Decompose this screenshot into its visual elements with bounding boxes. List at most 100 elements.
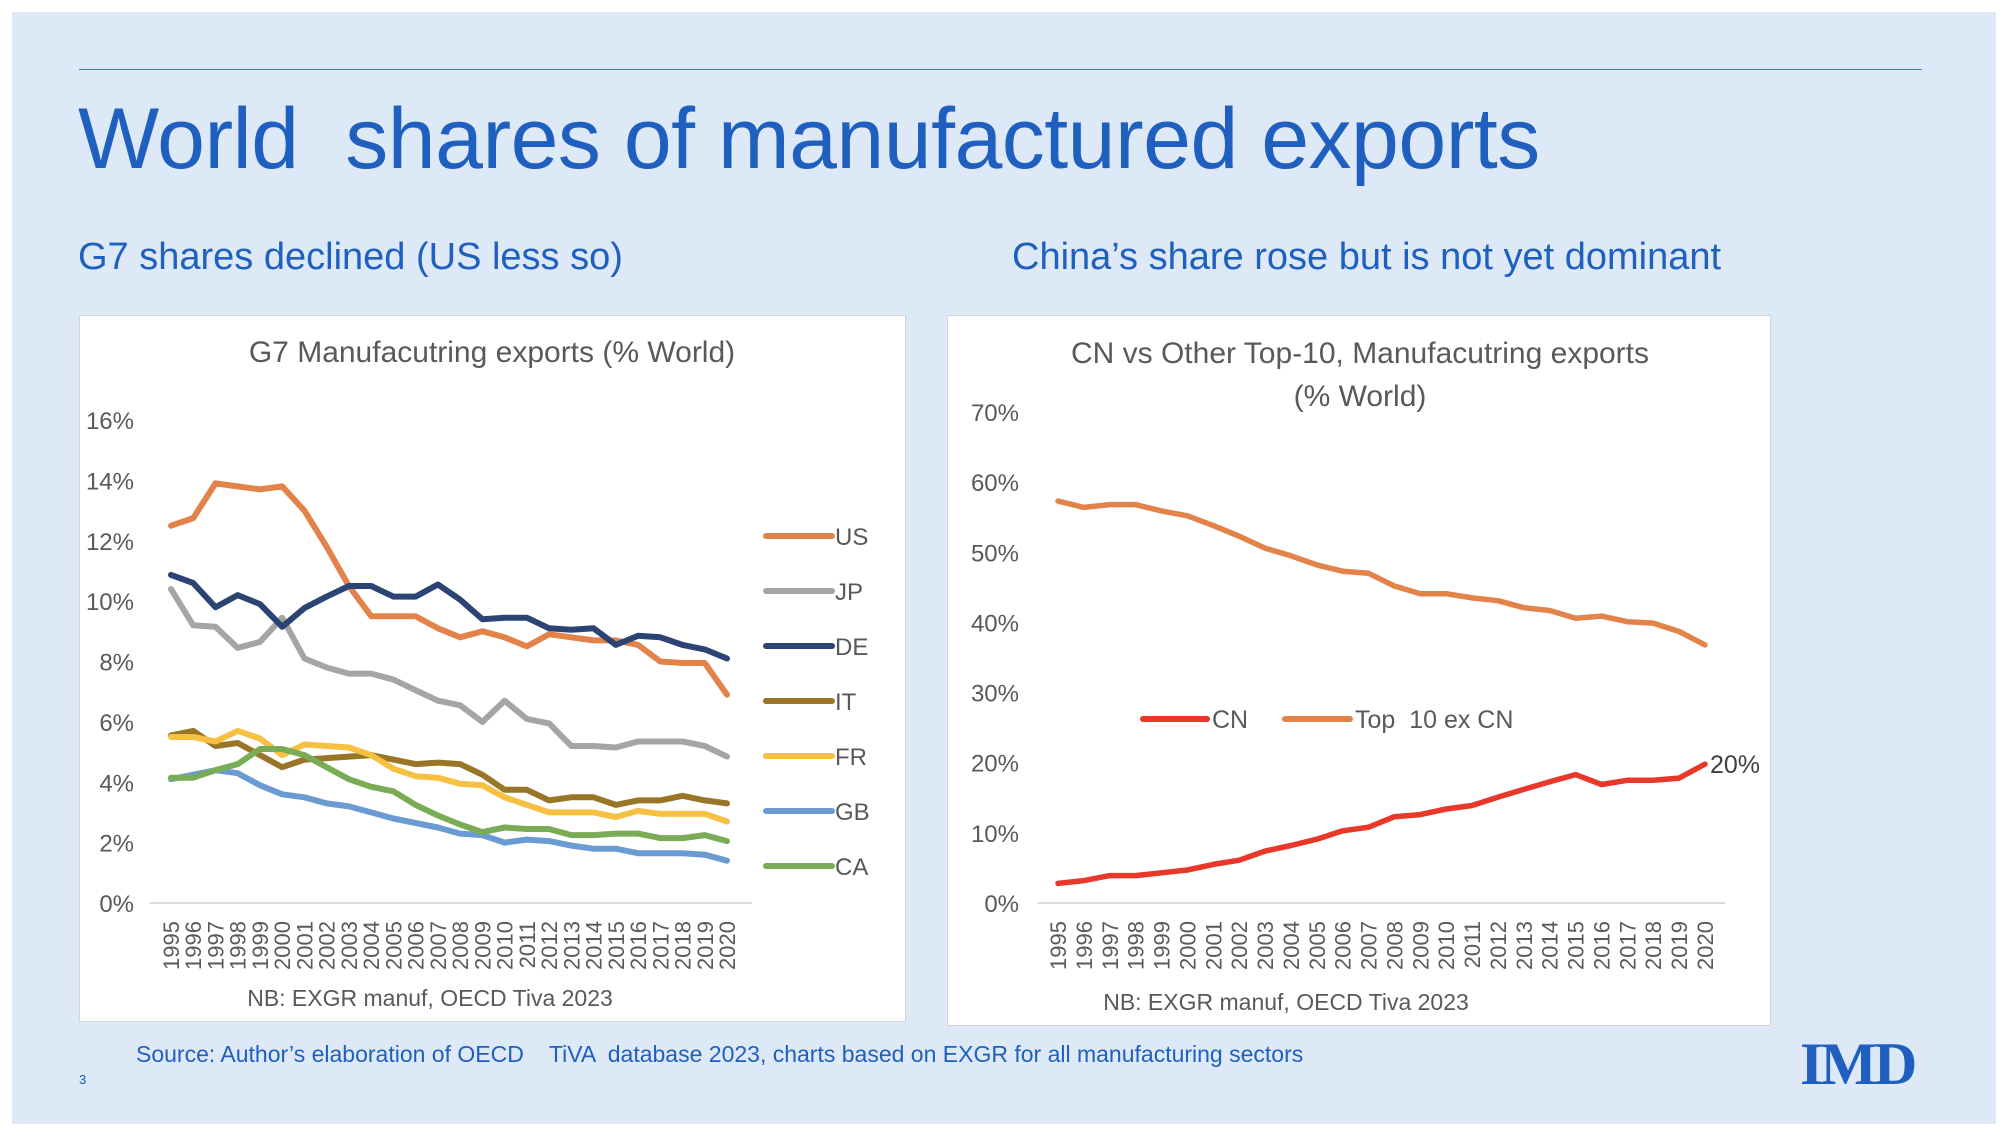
x-tick-label: 2015 <box>1564 921 1589 970</box>
x-tick-label: 2001 <box>1201 921 1226 970</box>
y-tick-label: 20% <box>971 751 1019 778</box>
x-tick-label: 2013 <box>559 921 584 970</box>
x-tick-label: 2006 <box>404 921 429 970</box>
x-tick-label: 2017 <box>1615 921 1640 970</box>
x-tick-label: 1997 <box>203 921 228 970</box>
series-line-top-10-ex-cn <box>1055 498 1708 648</box>
x-tick-label: 2010 <box>493 921 518 970</box>
x-tick-label: 2000 <box>270 921 295 970</box>
series-line-it <box>168 727 730 808</box>
legend-label-ca: CA <box>835 854 868 881</box>
y-tick-label: 0% <box>984 891 1019 918</box>
x-tick-label: 2009 <box>470 921 495 970</box>
x-tick-label: 2020 <box>715 921 740 970</box>
x-tick-label: 2012 <box>537 921 562 970</box>
x-tick-label: 2013 <box>1512 921 1537 970</box>
y-tick-label: 2% <box>99 831 134 858</box>
page-title: World shares of manufactured exports <box>78 91 1540 187</box>
series-line-de <box>168 571 730 662</box>
series-line-gb <box>168 767 730 864</box>
x-tick-label: 2019 <box>1667 921 1692 970</box>
x-tick-label: 2014 <box>582 921 607 970</box>
g7-chart: G7 Manufacutring exports (% World) 0% 2% 4%… <box>86 336 870 1011</box>
x-tick-label: 1998 <box>226 921 251 970</box>
y-tick-label: 8% <box>99 650 134 677</box>
legend-label-fr: FR <box>835 744 867 771</box>
x-tick-label: 2007 <box>1357 921 1382 970</box>
x-tick-label: 2004 <box>1279 921 1304 970</box>
china-chart: CN vs Other Top-10, Manufacutring export… <box>971 337 1760 1015</box>
y-tick-label: 14% <box>86 468 134 495</box>
y-tick-label: 6% <box>99 710 134 737</box>
chart-title: G7 Manufacutring exports (% World) <box>249 336 735 369</box>
x-tick-label: 2008 <box>1382 921 1407 970</box>
x-tick-label: 2005 <box>1305 921 1330 970</box>
x-tick-label: 2020 <box>1693 921 1718 970</box>
subtitle-left: G7 shares declined (US less so) <box>78 236 623 278</box>
y-tick-label: 50% <box>971 540 1019 567</box>
legend-label-cn: CN <box>1212 706 1248 734</box>
x-tick-label: 1999 <box>248 921 273 970</box>
x-tick-label: 2018 <box>671 921 696 970</box>
x-tick-label: 2008 <box>448 921 473 970</box>
series-line-jp <box>168 586 730 760</box>
series-line-cn <box>1055 761 1708 887</box>
x-tick-label: 2002 <box>1227 921 1252 970</box>
y-tick-label: 40% <box>971 610 1019 637</box>
x-tick-label: 1995 <box>159 921 184 970</box>
x-tick-label: 1998 <box>1124 921 1149 970</box>
imd-logo: IMD <box>1800 1031 1917 1097</box>
x-tick-label: 2014 <box>1538 921 1563 970</box>
x-tick-label: 2004 <box>359 921 384 970</box>
data-label-cn-2020: 20% <box>1710 751 1760 779</box>
page-number: 3 <box>79 1072 87 1087</box>
series-line-fr <box>168 727 730 825</box>
y-tick-label: 0% <box>99 891 134 918</box>
legend-label-top10: Top 10 ex CN <box>1355 706 1513 734</box>
x-tick-label: 2007 <box>426 921 451 970</box>
x-tick-label: 2001 <box>292 921 317 970</box>
chart-note: NB: EXGR manuf, OECD Tiva 2023 <box>247 985 613 1011</box>
chart-title-line2: (% World) <box>1294 380 1427 413</box>
y-tick-label: 10% <box>971 821 1019 848</box>
legend-label-de: DE <box>835 634 868 661</box>
x-tick-label: 2002 <box>315 921 340 970</box>
y-tick-label: 12% <box>86 529 134 556</box>
y-tick-label: 60% <box>971 470 1019 497</box>
x-tick-label: 2003 <box>1253 921 1278 970</box>
series-line-us <box>168 480 730 698</box>
x-tick-label: 2016 <box>1589 921 1614 970</box>
x-tick-label: 2016 <box>626 921 651 970</box>
source-note: Source: Author’s elaboration of OECD TiV… <box>136 1041 1304 1067</box>
x-tick-label: 2012 <box>1486 921 1511 970</box>
y-tick-label: 70% <box>971 400 1019 427</box>
chart-title-line1: CN vs Other Top-10, Manufacutring export… <box>1071 337 1649 370</box>
x-tick-label: 2009 <box>1408 921 1433 970</box>
legend-label-gb: GB <box>835 799 870 826</box>
legend-label-us: US <box>835 524 868 551</box>
x-tick-label: 1999 <box>1150 921 1175 970</box>
x-tick-label: 2015 <box>604 921 629 970</box>
x-tick-label: 2006 <box>1331 921 1356 970</box>
y-tick-label: 30% <box>971 681 1019 708</box>
x-tick-label: 2011 <box>1460 921 1485 968</box>
x-tick-label: 1996 <box>181 921 206 970</box>
legend-label-jp: JP <box>835 579 863 606</box>
x-tick-label: 2011 <box>515 921 540 968</box>
y-tick-label: 4% <box>99 770 134 797</box>
subtitle-right: China’s share rose but is not yet domina… <box>1012 236 1722 278</box>
legend-label-it: IT <box>835 689 857 716</box>
x-tick-label: 1997 <box>1098 921 1123 970</box>
series-line-ca <box>168 746 730 845</box>
x-tick-label: 2010 <box>1434 921 1459 970</box>
x-tick-label: 2019 <box>693 921 718 970</box>
title-divider <box>79 69 1922 70</box>
x-tick-label: 2000 <box>1175 921 1200 970</box>
x-tick-label: 2003 <box>337 921 362 970</box>
chart-note: NB: EXGR manuf, OECD Tiva 2023 <box>1103 989 1469 1015</box>
x-tick-label: 2017 <box>648 921 673 970</box>
x-tick-label: 1995 <box>1046 921 1071 970</box>
china-chart-panel: CN vs Other Top-10, Manufacutring export… <box>947 315 1771 1026</box>
x-tick-label: 2018 <box>1641 921 1666 970</box>
g7-chart-panel: G7 Manufacutring exports (% World) 0% 2% 4%… <box>79 315 906 1022</box>
